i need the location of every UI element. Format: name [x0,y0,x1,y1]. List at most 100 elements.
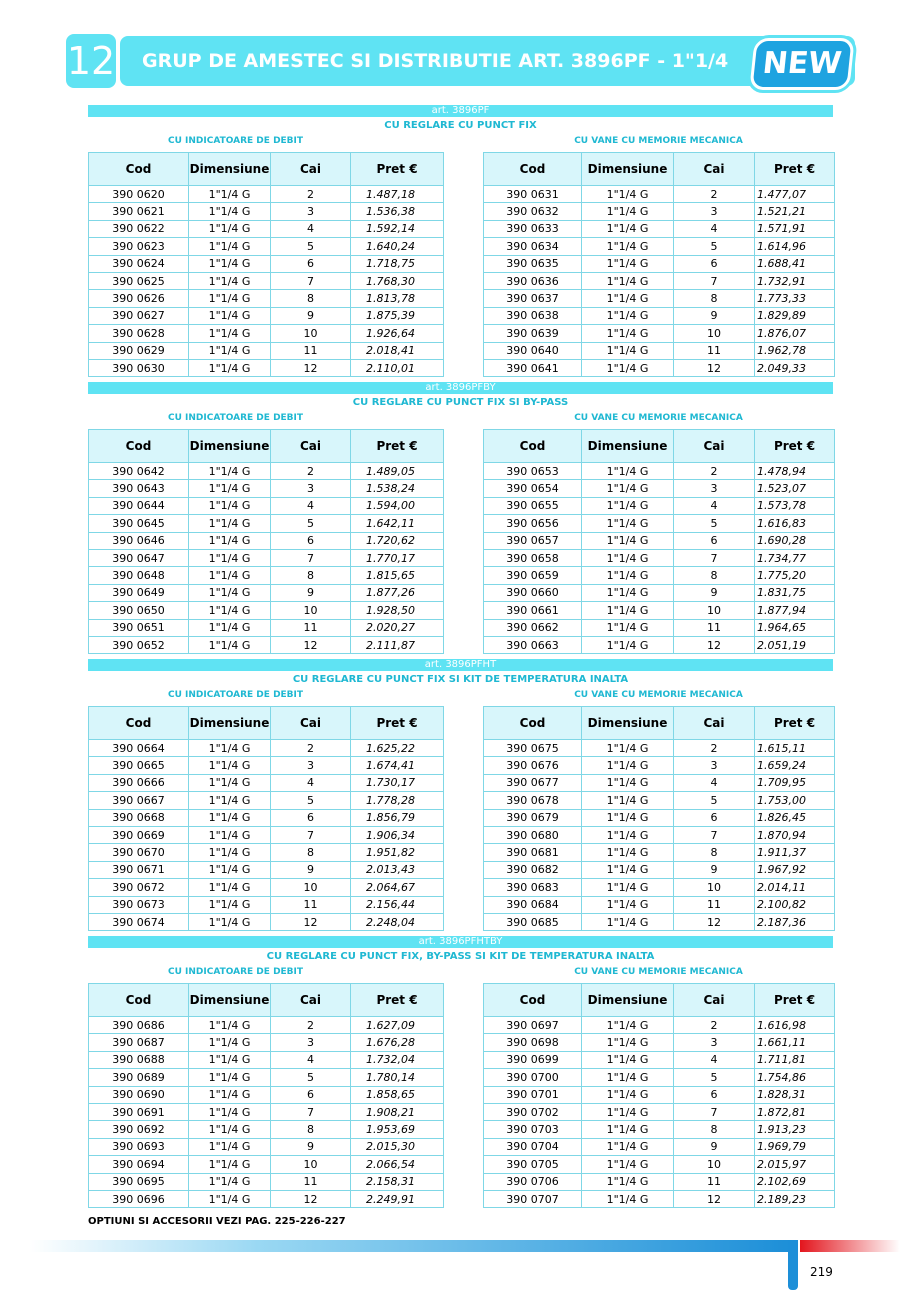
cell: 390 0662 [483,618,582,637]
cell: 5 [673,514,755,533]
cell: 1"1/4 G [581,895,674,914]
cell: 1"1/4 G [581,860,674,880]
table-row: 390 0703 1"1/4 G 8 1.913,23 [483,1120,835,1139]
price-cell: 1.926,64 [350,324,444,343]
price-cell: 1.734,77 [754,548,835,568]
cell: 1"1/4 G [581,358,674,378]
price-cell: 2.064,67 [350,878,444,897]
header-cell: Dimensiune [188,706,271,740]
cell: 1"1/4 G [581,773,674,793]
header-cell: Pret € [754,706,835,740]
table-row: 390 0688 1"1/4 G 4 1.732,04 [88,1050,444,1070]
header-row: Cod Dimensiune Cai Pret € [88,983,444,1017]
cell: 390 0640 [483,341,582,360]
price-cell: 1.775,20 [754,566,835,585]
table-row: 390 0644 1"1/4 G 4 1.594,00 [88,496,444,516]
table-caption: CU VANE CU MEMORIE MECANICA [574,967,743,977]
cell: 390 0632 [483,202,582,221]
cell: 7 [270,1102,351,1122]
cell: 10 [270,601,351,620]
price-cell: 1.826,45 [754,808,835,827]
header-cell: Dimensiune [581,706,674,740]
new-badge: NEW [749,38,855,90]
header-row: Cod Dimensiune Cai Pret € [483,429,835,463]
header-cell: Pret € [754,152,835,186]
cell: 390 0667 [88,791,189,810]
cell: 4 [270,773,351,793]
cell: 7 [673,548,755,568]
cell: 1"1/4 G [188,566,271,585]
cell: 390 0645 [88,514,189,533]
cell: 390 0644 [88,496,189,516]
table-row: 390 0657 1"1/4 G 6 1.690,28 [483,531,835,550]
price-cell: 1.875,39 [350,306,444,326]
cell: 1"1/4 G [581,514,674,533]
cell: 1"1/4 G [581,202,674,221]
price-cell: 1.753,00 [754,791,835,810]
price-cell: 2.051,19 [754,635,835,655]
cell: 390 0684 [483,895,582,914]
header-row: Cod Dimensiune Cai Pret € [88,706,444,740]
cell: 390 0673 [88,895,189,914]
table-row: 390 0697 1"1/4 G 2 1.616,98 [483,1015,835,1035]
cell: 11 [270,1172,351,1191]
cell: 12 [673,358,755,378]
cell: 390 0622 [88,219,189,239]
cell: 1"1/4 G [581,341,674,360]
cell: 1"1/4 G [581,324,674,343]
table-row: 390 0650 1"1/4 G 10 1.928,50 [88,601,444,620]
section-subtitle: CU REGLARE CU PUNCT FIX [384,120,537,131]
footer-bar-red [800,1240,900,1252]
table-row: 390 0680 1"1/4 G 7 1.870,94 [483,825,835,845]
table-row: 390 0647 1"1/4 G 7 1.770,17 [88,548,444,568]
price-cell: 1.951,82 [350,843,444,862]
cell: 390 0637 [483,289,582,308]
cell: 390 0695 [88,1172,189,1191]
cell: 1"1/4 G [188,1120,271,1139]
cell: 390 0703 [483,1120,582,1139]
table-row: 390 0639 1"1/4 G 10 1.876,07 [483,324,835,343]
cell: 1"1/4 G [188,341,271,360]
price-cell: 1.877,26 [350,583,444,603]
price-table: Cod Dimensiune Cai Pret €390 0653 1"1/4 G 2 1.… [483,429,835,655]
table-row: 390 0696 1"1/4 G 12 2.249,91 [88,1189,444,1209]
cell: 1"1/4 G [188,1068,271,1087]
cell: 4 [673,1050,755,1070]
table-row: 390 0631 1"1/4 G 2 1.477,07 [483,184,835,204]
table-row: 390 0622 1"1/4 G 4 1.592,14 [88,219,444,239]
cell: 390 0669 [88,825,189,845]
cell: 390 0679 [483,808,582,827]
cell: 390 0691 [88,1102,189,1122]
cell: 390 0658 [483,548,582,568]
chapter-number: 12 [66,34,116,88]
price-cell: 1.828,31 [754,1085,835,1104]
table-row: 390 0664 1"1/4 G 2 1.625,22 [88,738,444,758]
table-row: 390 0698 1"1/4 G 3 1.661,11 [483,1033,835,1052]
header-cell: Pret € [754,983,835,1017]
cell: 1"1/4 G [188,219,271,239]
cell: 1"1/4 G [188,1155,271,1174]
cell: 390 0700 [483,1068,582,1087]
cell: 2 [673,461,755,481]
header-cell: Pret € [350,429,444,463]
table-row: 390 0627 1"1/4 G 9 1.875,39 [88,306,444,326]
cell: 1"1/4 G [188,808,271,827]
table-row: 390 0705 1"1/4 G 10 2.015,97 [483,1155,835,1174]
table-row: 390 0649 1"1/4 G 9 1.877,26 [88,583,444,603]
table-row: 390 0646 1"1/4 G 6 1.720,62 [88,531,444,550]
table-row: 390 0665 1"1/4 G 3 1.674,41 [88,756,444,775]
table-row: 390 0695 1"1/4 G 11 2.158,31 [88,1172,444,1191]
cell: 9 [270,306,351,326]
header-cell: Cai [673,983,755,1017]
table-row: 390 0670 1"1/4 G 8 1.951,82 [88,843,444,862]
table-row: 390 0662 1"1/4 G 11 1.964,65 [483,618,835,637]
header-cell: Cod [483,429,582,463]
cell: 390 0692 [88,1120,189,1139]
cell: 390 0627 [88,306,189,326]
header-cell: Cod [483,983,582,1017]
cell: 390 0650 [88,601,189,620]
price-table: Cod Dimensiune Cai Pret €390 0686 1"1/4 G 2 1.… [88,983,444,1209]
cell: 1"1/4 G [188,601,271,620]
table-row: 390 0702 1"1/4 G 7 1.872,81 [483,1102,835,1122]
cell: 390 0690 [88,1085,189,1104]
